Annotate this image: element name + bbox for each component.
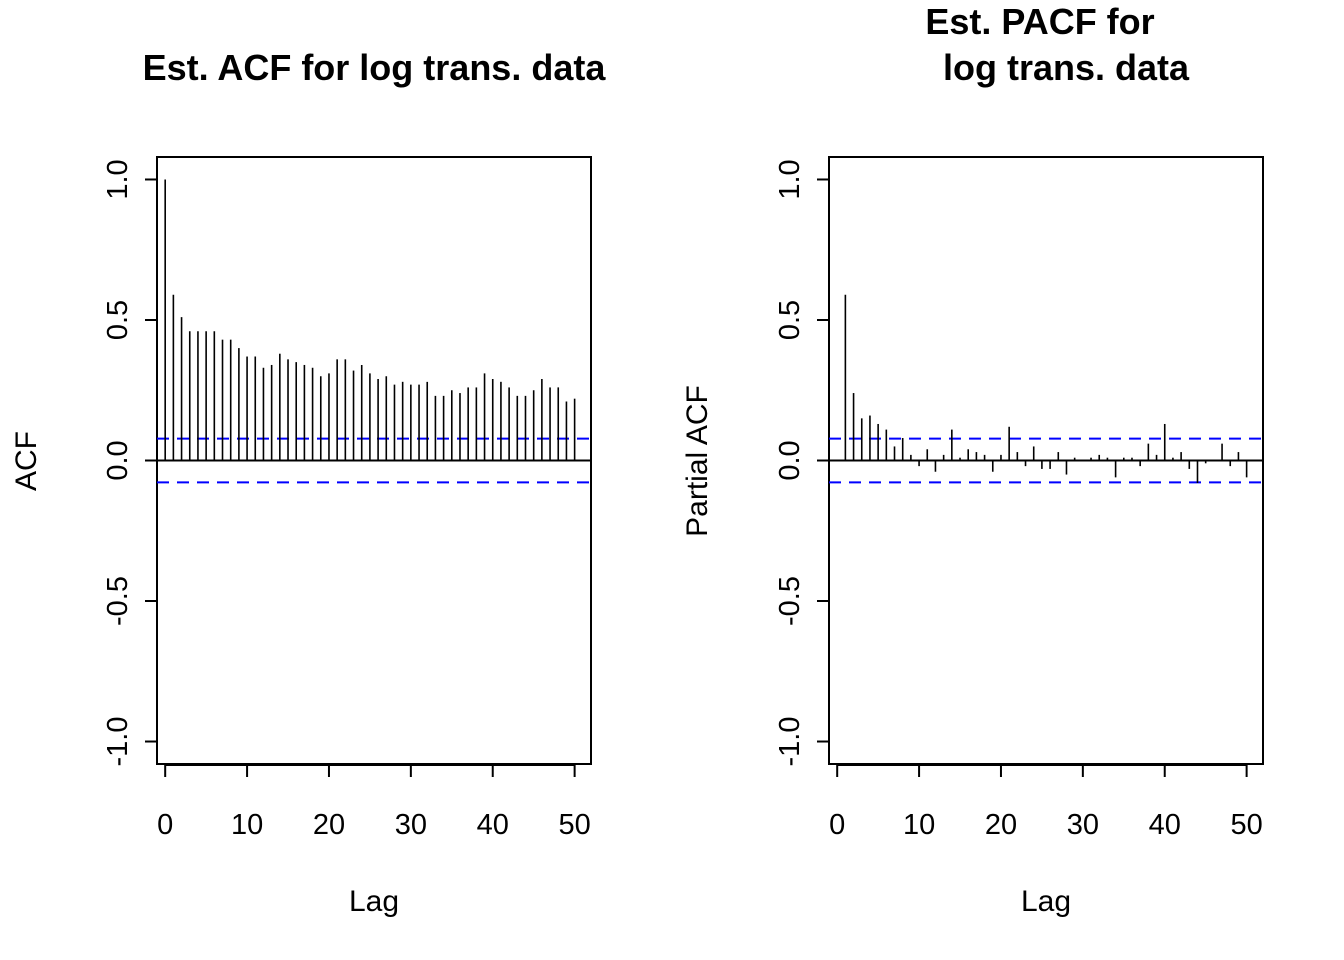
acf-panel: Est. ACF for log trans. data ACF Lag -1.… — [10, 47, 606, 918]
pacf-ylabel: Partial ACF — [681, 385, 714, 537]
acf-x-tick-label: 50 — [558, 809, 590, 841]
pacf-title-line: Est. PACF for — [925, 1, 1154, 42]
acf-title: Est. ACF for log trans. data — [143, 47, 607, 88]
acf-y-tick-label: 1.0 — [102, 159, 134, 199]
pacf-plot-area: -1.0 -0.5 0.0 0.5 1.0 0 10 20 30 40 50 — [774, 156, 1264, 841]
acf-y-tick-label: -1.0 — [102, 717, 134, 767]
acf-y-tick-label: 0.5 — [102, 300, 134, 340]
acf-xlabel: Lag — [349, 885, 399, 918]
acf-x-tick-label: 30 — [395, 809, 427, 841]
pacf-x-tick-label: 0 — [829, 809, 845, 841]
pacf-y-tick-label: -1.0 — [774, 717, 806, 767]
acf-x-tick-label: 0 — [157, 809, 173, 841]
acf-plot-area: -1.0 -0.5 0.0 0.5 1.0 0 10 20 30 40 50 — [102, 156, 592, 841]
pacf-title-line: log trans. data — [943, 47, 1190, 88]
pacf-x-tick-label: 10 — [903, 809, 935, 841]
pacf-title: Est. PACF for log trans. data — [925, 1, 1190, 88]
acf-y-tick-label: 0.0 — [102, 440, 134, 480]
acf-x-tick-label: 20 — [313, 809, 345, 841]
pacf-x-tick-label: 20 — [985, 809, 1017, 841]
acf-x-tick-label: 40 — [477, 809, 509, 841]
pacf-panel: Est. PACF for log trans. data Partial ACF… — [681, 1, 1264, 918]
acf-x-tick-label: 10 — [231, 809, 263, 841]
pacf-xlabel: Lag — [1021, 885, 1071, 918]
pacf-y-tick-label: -0.5 — [774, 576, 806, 626]
pacf-y-tick-label: 0.5 — [774, 300, 806, 340]
pacf-x-tick-label: 40 — [1149, 809, 1181, 841]
acf-ylabel: ACF — [10, 431, 43, 491]
pacf-y-tick-label: 0.0 — [774, 440, 806, 480]
acf-y-tick-label: -0.5 — [102, 576, 134, 626]
pacf-y-tick-label: 1.0 — [774, 159, 806, 199]
pacf-x-tick-label: 50 — [1230, 809, 1262, 841]
pacf-x-tick-label: 30 — [1067, 809, 1099, 841]
